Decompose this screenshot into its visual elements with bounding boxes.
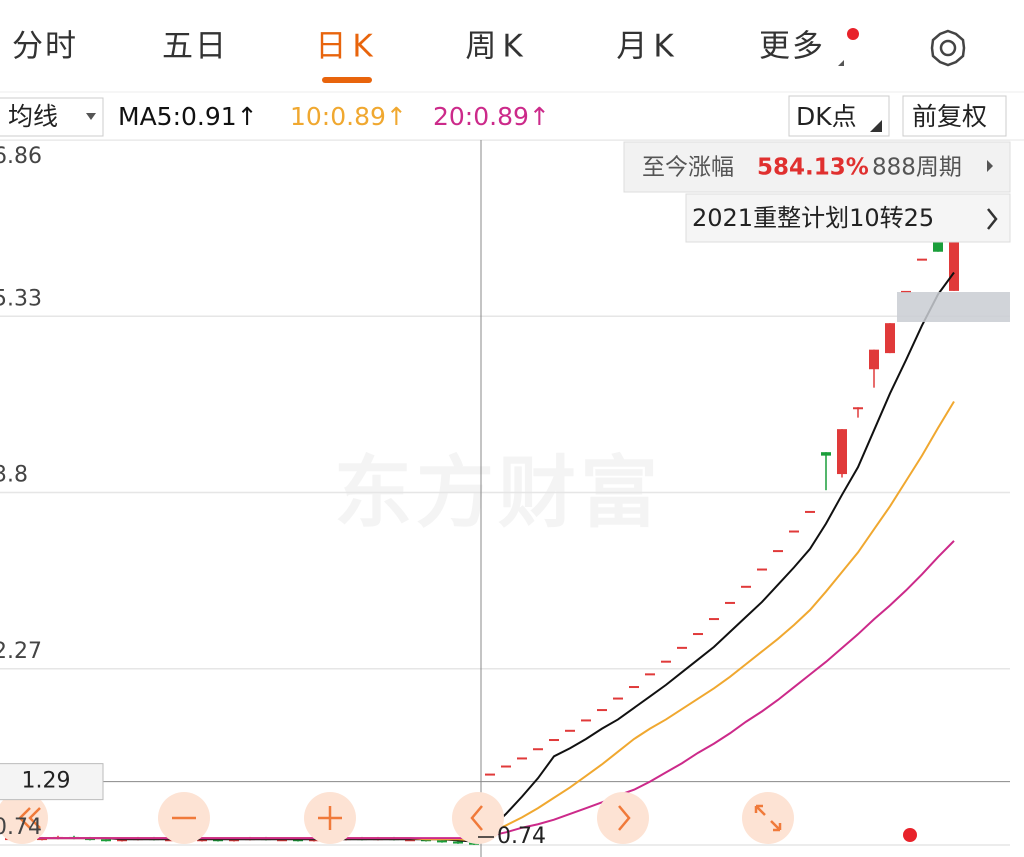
tab[interactable]: 月K <box>616 29 679 65</box>
nav-next[interactable] <box>597 792 649 844</box>
legend-entry: 10:0.89↑ <box>290 102 407 131</box>
info-change: 584.13% <box>757 155 869 181</box>
candle-body <box>485 773 495 776</box>
candle-body <box>917 258 927 261</box>
dk-label: DK点 <box>796 102 857 131</box>
crosshair-label-box <box>0 763 104 801</box>
y-tick-label: 6.86 <box>0 144 42 169</box>
info-label: 至今涨幅 <box>642 155 734 181</box>
tab[interactable]: 五日 <box>162 29 228 65</box>
candle-body <box>453 841 463 844</box>
info-arrow <box>987 160 993 172</box>
candle-body <box>469 842 479 845</box>
nav-buttons <box>0 792 794 844</box>
candle-body <box>549 739 559 742</box>
candle-body <box>789 530 799 533</box>
event-dot <box>903 828 917 842</box>
candle-body <box>837 429 847 475</box>
candle-body <box>613 697 623 700</box>
candle-body <box>501 765 511 768</box>
candle-body <box>933 239 943 252</box>
candle-body <box>437 840 447 843</box>
candle-body <box>885 323 895 354</box>
tab[interactable]: 日K <box>315 29 378 65</box>
candle-body <box>533 748 543 751</box>
button-corner <box>870 120 882 132</box>
more-arrow <box>838 60 844 66</box>
candle-body <box>901 290 911 293</box>
candle-body <box>757 568 767 571</box>
dropdown-arrow <box>86 113 96 120</box>
y-tick-label: 0.74 <box>0 815 42 840</box>
indicator-menu: 均线 <box>8 102 58 131</box>
candle-body <box>709 618 719 621</box>
candle-body <box>597 709 607 712</box>
candle-body <box>517 757 527 760</box>
watermark: 东方财富 <box>334 448 662 538</box>
candle-body <box>741 585 751 588</box>
candle-body <box>661 660 671 663</box>
event-label: 2021重整计划10转25 <box>692 204 934 232</box>
candle-body <box>101 839 111 842</box>
indicator-dropdown[interactable] <box>0 97 104 137</box>
candle-body <box>565 729 575 732</box>
plot-area: 东方财富 <box>0 140 1010 857</box>
range-highlight <box>897 292 1010 322</box>
candle-body <box>677 646 687 649</box>
candle-body <box>773 550 783 553</box>
nav-expand[interactable] <box>742 792 794 844</box>
nav-prev[interactable] <box>452 792 504 844</box>
candle-body <box>725 601 735 604</box>
y-tick-label: 3.8 <box>0 463 28 488</box>
candle-body <box>805 510 815 513</box>
event-arrow <box>987 208 998 230</box>
event-box[interactable] <box>685 193 1011 243</box>
settings-icon[interactable] <box>930 29 966 67</box>
tab[interactable]: 分时 <box>12 29 78 65</box>
candle-body <box>853 407 863 410</box>
nav-back[interactable] <box>0 792 48 844</box>
candle-body <box>645 673 655 676</box>
y-tick-label: 2.27 <box>0 639 42 664</box>
low-marker: 0.74 <box>497 824 546 849</box>
adjust-button[interactable] <box>902 95 1007 137</box>
candle-body <box>693 633 703 636</box>
y-tick-label: 5.33 <box>0 286 42 311</box>
ma-line <box>10 271 955 843</box>
legend-entry: MA5:0.91↑ <box>118 102 258 131</box>
legend-entry: 20:0.89↑ <box>433 102 550 131</box>
active-tab-underline <box>322 77 372 83</box>
notify-dot <box>847 28 859 40</box>
tab[interactable]: 更多 <box>759 29 825 65</box>
info-box[interactable] <box>623 141 1011 193</box>
info-period: 888周期 <box>872 155 962 181</box>
candle-body <box>949 239 959 291</box>
tab[interactable]: 周K <box>465 29 528 65</box>
candle-body <box>629 686 639 689</box>
dk-button[interactable] <box>788 95 890 137</box>
candle-body <box>869 349 879 370</box>
nav-icons <box>18 804 782 832</box>
crosshair-label: 1.29 <box>22 769 71 794</box>
candle-body <box>581 719 591 722</box>
adjust-label: 前复权 <box>912 102 987 131</box>
candle-body <box>821 452 831 456</box>
tab-bar <box>0 0 1024 92</box>
